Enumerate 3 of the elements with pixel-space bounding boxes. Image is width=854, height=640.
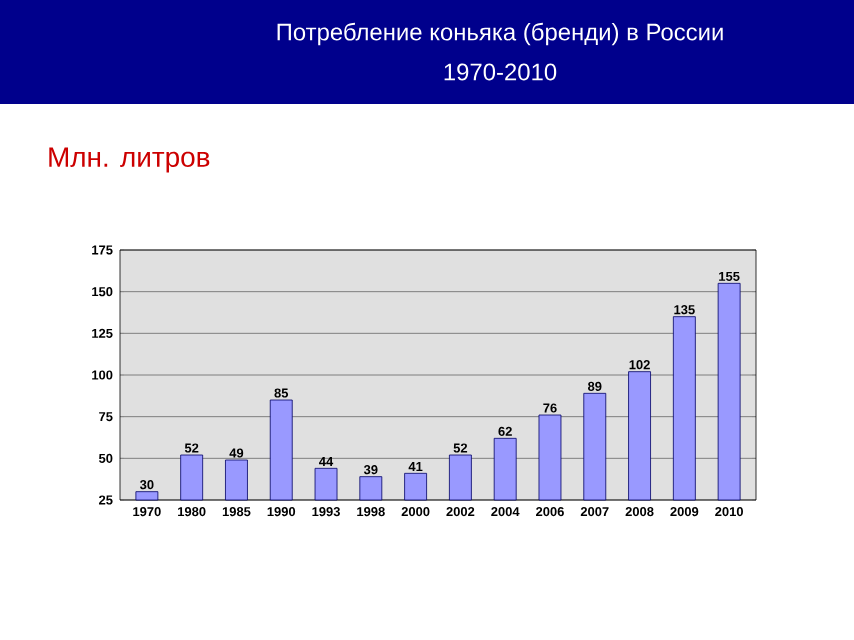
y-axis-title: Млн. литров — [49, 147, 210, 173]
chart-subtitle: 1970-2010 — [444, 63, 557, 81]
chart-title: Потребление коньяка (бренди) в России — [277, 22, 723, 46]
